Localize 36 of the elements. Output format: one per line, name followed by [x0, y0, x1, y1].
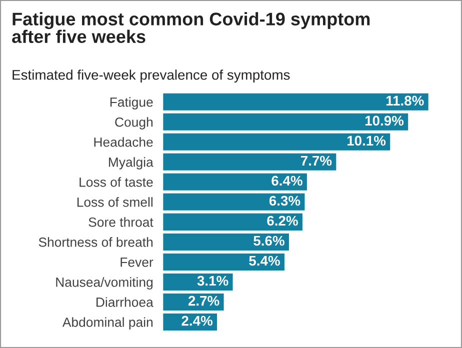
y-tick-label: Abdominal pain	[62, 317, 153, 330]
data-label: 2.7%	[188, 296, 220, 306]
bar	[163, 133, 390, 150]
y-tick-label: Fever	[120, 258, 154, 267]
chart-title: Fatigue most common Covid-19 symptom after five weeks	[12, 12, 370, 44]
y-tick-label: Shortness of breath	[38, 237, 153, 247]
data-label: 6.2%	[267, 216, 298, 226]
data-label: 10.9%	[365, 116, 404, 126]
data-label: 5.4%	[249, 256, 280, 266]
bar	[163, 253, 284, 270]
bar	[163, 113, 408, 130]
bar	[163, 93, 428, 110]
y-tick-label: Myalgia	[108, 157, 154, 170]
y-tick-label: Cough	[115, 117, 153, 130]
data-label: 7.7%	[300, 156, 332, 166]
bar	[163, 173, 307, 190]
bar	[163, 213, 302, 230]
y-tick-label: Fatigue	[110, 97, 153, 110]
data-label: 3.1%	[197, 276, 228, 286]
y-tick-label: Loss of smell	[77, 197, 152, 207]
y-tick-label: Sore throat	[88, 217, 154, 227]
y-tick-label: Nausea/vomiting	[56, 277, 153, 290]
y-tick-label: Loss of taste	[80, 177, 153, 187]
data-label: 6.4%	[272, 176, 302, 186]
bar	[163, 193, 305, 210]
data-label: 6.3%	[269, 196, 300, 206]
y-tick-label: Headache	[94, 137, 153, 147]
data-label: 5.6%	[254, 236, 284, 246]
data-label: 11.8%	[386, 96, 424, 106]
chart-subtitle: Estimated five-week prevalence of symptoms	[12, 70, 290, 83]
bar	[163, 233, 289, 250]
data-label: 2.4%	[182, 316, 213, 326]
data-label: 10.1%	[347, 136, 386, 146]
y-tick-label: Diarrhoea	[96, 297, 154, 307]
bar	[163, 153, 336, 170]
bar	[163, 273, 233, 290]
